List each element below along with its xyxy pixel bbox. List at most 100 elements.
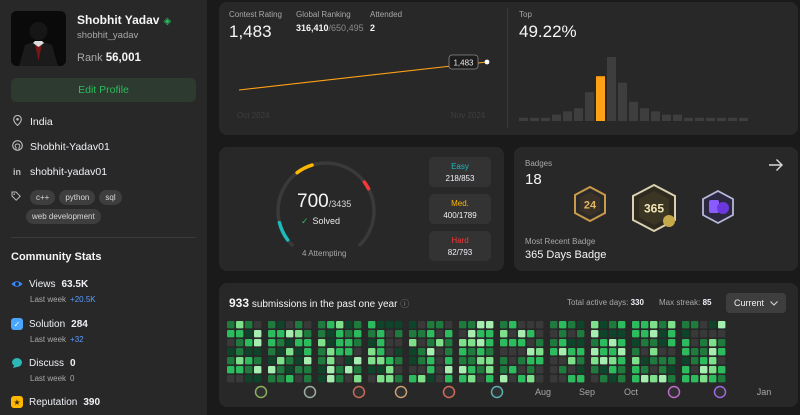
heatmap-cell[interactable] [609,366,617,374]
github-link[interactable]: Shobhit-Yadav01 [30,141,110,153]
heatmap-cell[interactable] [377,366,385,374]
heatmap-cell[interactable] [527,339,535,347]
heatmap-cell[interactable] [500,339,508,347]
heatmap-cell[interactable] [650,321,658,329]
heatmap-cell[interactable] [409,348,417,356]
heatmap-cell[interactable] [700,366,708,374]
heatmap-cell[interactable] [245,366,253,374]
skill-tag[interactable]: python [59,190,96,205]
heatmap-cell[interactable] [700,339,708,347]
heatmap-cell[interactable] [591,357,599,365]
heatmap-cell[interactable] [304,357,312,365]
heatmap-cell[interactable] [445,321,453,329]
heatmap-cell[interactable] [609,321,617,329]
heatmap-cell[interactable] [568,339,576,347]
avatar[interactable] [11,11,66,66]
heatmap-cell[interactable] [418,330,426,338]
heatmap-cell[interactable] [500,348,508,356]
heatmap-cell[interactable] [445,330,453,338]
heatmap-cell[interactable] [459,375,467,383]
heatmap-cell[interactable] [386,339,394,347]
heatmap-cell[interactable] [618,375,626,383]
heatmap-cell[interactable] [486,330,494,338]
heatmap-cell[interactable] [327,357,335,365]
linkedin-link[interactable]: shobhit-yadav01 [30,166,108,178]
heatmap-cell[interactable] [536,321,544,329]
heatmap-cell[interactable] [436,366,444,374]
heatmap-cell[interactable] [477,366,485,374]
heatmap-cell[interactable] [500,321,508,329]
heatmap-cell[interactable] [245,339,253,347]
heatmap-cell[interactable] [386,357,394,365]
heatmap-cell[interactable] [345,339,353,347]
heatmap-cell[interactable] [509,330,517,338]
heatmap-cell[interactable] [632,330,640,338]
heatmap-cell[interactable] [418,357,426,365]
heatmap-cell[interactable] [600,339,608,347]
heatmap-cell[interactable] [459,357,467,365]
heatmap-cell[interactable] [641,339,649,347]
heatmap-cell[interactable] [245,357,253,365]
heatmap-cell[interactable] [518,366,526,374]
skill-tag[interactable]: sql [99,190,122,205]
rating-point[interactable] [484,59,490,65]
heatmap-cell[interactable] [536,330,544,338]
heatmap-cell[interactable] [445,348,453,356]
monthly-badge-icon[interactable] [490,385,504,399]
heatmap-cell[interactable] [436,348,444,356]
heatmap-cell[interactable] [550,321,558,329]
heatmap-cell[interactable] [254,348,262,356]
heatmap-cell[interactable] [368,357,376,365]
heatmap-cell[interactable] [700,348,708,356]
heatmap-cell[interactable] [709,348,717,356]
heatmap-cell[interactable] [268,330,276,338]
heatmap-cell[interactable] [268,366,276,374]
heatmap-cell[interactable] [268,321,276,329]
heatmap-cell[interactable] [227,339,235,347]
heatmap-cell[interactable] [477,357,485,365]
heatmap-cell[interactable] [591,348,599,356]
heatmap-cell[interactable] [518,330,526,338]
monthly-badge-icon[interactable] [442,385,456,399]
heatmap-cell[interactable] [445,339,453,347]
heatmap-cell[interactable] [445,357,453,365]
heatmap-cell[interactable] [577,348,585,356]
heatmap-cell[interactable] [518,348,526,356]
badge-purple[interactable] [700,189,736,225]
heatmap-cell[interactable] [650,348,658,356]
heatmap-cell[interactable] [286,357,294,365]
heatmap-cell[interactable] [336,321,344,329]
heatmap-cell[interactable] [268,339,276,347]
heatmap-cell[interactable] [700,330,708,338]
heatmap-cell[interactable] [691,375,699,383]
heatmap-cell[interactable] [336,366,344,374]
heatmap-cell[interactable] [577,375,585,383]
heatmap-cell[interactable] [486,375,494,383]
heatmap-cell[interactable] [550,357,558,365]
heatmap-cell[interactable] [600,330,608,338]
heatmap-cell[interactable] [559,366,567,374]
heatmap-cell[interactable] [427,375,435,383]
heatmap-cell[interactable] [641,321,649,329]
year-dropdown[interactable]: Current [726,293,786,313]
heatmap-cell[interactable] [436,339,444,347]
heatmap-cell[interactable] [500,357,508,365]
heatmap-cell[interactable] [304,321,312,329]
heatmap-cell[interactable] [536,375,544,383]
heatmap-cell[interactable] [718,330,726,338]
heatmap-cell[interactable] [436,375,444,383]
heatmap-cell[interactable] [395,330,403,338]
heatmap-cell[interactable] [409,357,417,365]
heatmap-cell[interactable] [618,321,626,329]
heatmap-cell[interactable] [559,321,567,329]
heatmap-cell[interactable] [641,366,649,374]
linkedin-row[interactable]: in shobhit-yadav01 [11,166,107,178]
heatmap-cell[interactable] [468,321,476,329]
heatmap-cell[interactable] [668,375,676,383]
heatmap-cell[interactable] [304,375,312,383]
heatmap-cell[interactable] [354,366,362,374]
heatmap-cell[interactable] [477,348,485,356]
heatmap-cell[interactable] [709,357,717,365]
heatmap-cell[interactable] [304,348,312,356]
heatmap-cell[interactable] [318,330,326,338]
